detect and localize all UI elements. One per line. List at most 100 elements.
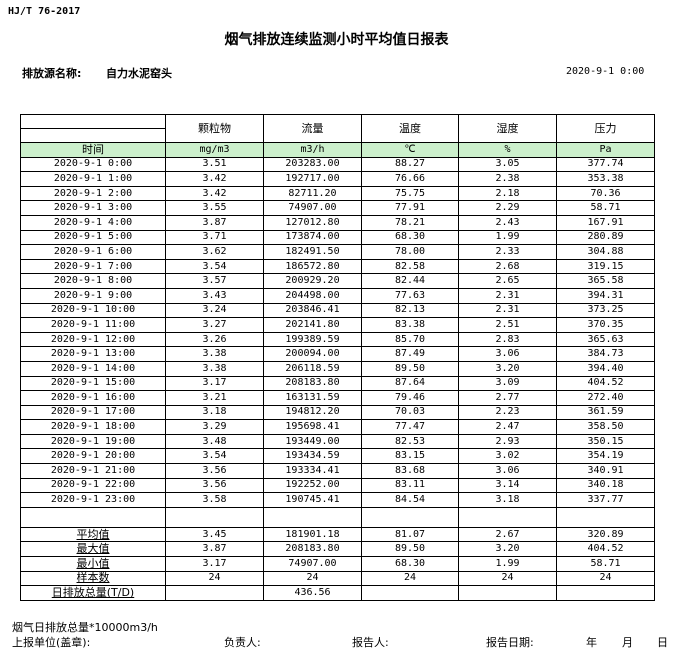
- value-cell: 83.15: [361, 448, 459, 465]
- value-cell: 2.65: [458, 273, 557, 289]
- table-row: 2020-9-1 11:00 3.27 202141.80 83.38 2.51 370.…: [20, 317, 655, 333]
- table-row-label: 2020-9-1 18:00: [20, 419, 166, 435]
- table-row: 2020-9-1 15:00 3.17 208183.80 87.64 3.09 404.…: [20, 375, 655, 392]
- value-cell: 394.31: [556, 287, 655, 304]
- value-cell: 88.27: [361, 156, 459, 173]
- value-cell: 85.70: [361, 331, 459, 348]
- table-row-label: 2020-9-1 19:00: [20, 433, 166, 450]
- value-cell: [165, 585, 264, 601]
- stat-row: 样本数 24 24 24 24 24: [20, 570, 655, 587]
- table-row-label: 2020-9-1 15:00: [20, 375, 166, 392]
- stat-row: 最大值 3.87 208183.80 89.50 3.20 404.52: [20, 541, 655, 558]
- value-cell: 3.21: [165, 390, 264, 406]
- value-cell: 68.30: [361, 556, 459, 572]
- value-cell: 200929.20: [263, 273, 362, 289]
- unit-cell: Pa: [556, 142, 655, 158]
- table-row: 2020-9-1 8:00 3.57 200929.20 82.44 2.65 365.5…: [20, 273, 655, 289]
- value-cell: 337.77: [556, 492, 655, 508]
- value-cell: 84.54: [361, 492, 459, 508]
- table-row: 2020-9-1 10:00 3.24 203846.41 82.13 2.31 373.…: [20, 302, 655, 319]
- value-cell: 3.87: [165, 214, 264, 231]
- value-cell: 24: [556, 570, 655, 587]
- value-cell: 2.31: [458, 287, 557, 304]
- value-cell: 82.53: [361, 433, 459, 450]
- value-cell: 320.89: [556, 526, 655, 543]
- value-cell: 2.31: [458, 302, 557, 319]
- value-cell: 83.68: [361, 463, 459, 479]
- value-cell: 81.07: [361, 526, 459, 543]
- value-cell: 436.56: [263, 585, 362, 601]
- unit-cell: ℃: [361, 142, 459, 158]
- value-cell: 203846.41: [263, 302, 362, 319]
- corner-cell: [20, 114, 166, 143]
- table-row: 2020-9-1 18:00 3.29 195698.41 77.47 2.47 358.…: [20, 419, 655, 435]
- stat-row: 平均值 3.45 181901.18 81.07 2.67 320.89: [20, 526, 655, 543]
- value-cell: 206118.59: [263, 360, 362, 377]
- table-row-label: 2020-9-1 1:00: [20, 171, 166, 187]
- table-row-label: 2020-9-1 17:00: [20, 404, 166, 421]
- value-cell: 2.23: [458, 404, 557, 421]
- table-row-label: 2020-9-1 16:00: [20, 390, 166, 406]
- header-row: 颗粒物 流量 温度 湿度 压力: [20, 114, 655, 143]
- table-row-label: 2020-9-1 21:00: [20, 463, 166, 479]
- value-cell: 195698.41: [263, 419, 362, 435]
- value-cell: [556, 506, 655, 528]
- footnote: 烟气日排放总量*10000m3/h: [12, 621, 158, 634]
- value-cell: 192717.00: [263, 171, 362, 187]
- value-cell: 3.18: [165, 404, 264, 421]
- value-cell: 2.47: [458, 419, 557, 435]
- table-row: 2020-9-1 14:00 3.38 206118.59 89.50 3.20 394.…: [20, 360, 655, 377]
- value-cell: 3.43: [165, 287, 264, 304]
- table-row-label: 2020-9-1 11:00: [20, 317, 166, 333]
- table-row: 2020-9-1 23:00 3.58 190745.41 84.54 3.18 337.…: [20, 492, 655, 508]
- value-cell: 82711.20: [263, 185, 362, 202]
- value-cell: 377.74: [556, 156, 655, 173]
- value-cell: [556, 585, 655, 601]
- value-cell: 2.18: [458, 185, 557, 202]
- value-cell: 167.91: [556, 214, 655, 231]
- table-row-label: 2020-9-1 23:00: [20, 492, 166, 508]
- table-row: 2020-9-1 19:00 3.48 193449.00 82.53 2.93 350.…: [20, 433, 655, 450]
- value-cell: 2.33: [458, 244, 557, 260]
- value-cell: 3.38: [165, 346, 264, 362]
- value-cell: 87.64: [361, 375, 459, 392]
- value-cell: 340.18: [556, 477, 655, 494]
- stat-row-label: 最小值: [20, 556, 166, 572]
- value-cell: 79.46: [361, 390, 459, 406]
- value-cell: 3.20: [458, 541, 557, 558]
- sig-day: 日: [657, 636, 668, 649]
- source-label: 排放源名称:: [22, 67, 82, 80]
- value-cell: 3.17: [165, 556, 264, 572]
- table-row: 2020-9-1 17:00 3.18 194812.20 70.03 2.23 361.…: [20, 404, 655, 421]
- value-cell: 89.50: [361, 541, 459, 558]
- value-cell: 193449.00: [263, 433, 362, 450]
- value-cell: 3.54: [165, 258, 264, 275]
- value-cell: 74907.00: [263, 200, 362, 216]
- table-row: 2020-9-1 22:00 3.56 192252.00 83.11 3.14 340.…: [20, 477, 655, 494]
- value-cell: 354.19: [556, 448, 655, 465]
- table-row-label: 2020-9-1 8:00: [20, 273, 166, 289]
- value-cell: 24: [458, 570, 557, 587]
- value-cell: 204498.00: [263, 287, 362, 304]
- value-cell: 87.49: [361, 346, 459, 362]
- value-cell: 3.06: [458, 346, 557, 362]
- value-cell: 394.40: [556, 360, 655, 377]
- col-header: 温度: [361, 114, 459, 143]
- table-row: 2020-9-1 12:00 3.26 199389.59 85.70 2.83 365.…: [20, 331, 655, 348]
- value-cell: 2.67: [458, 526, 557, 543]
- value-cell: 74907.00: [263, 556, 362, 572]
- stat-row-label: 平均值: [20, 526, 166, 543]
- value-cell: 404.52: [556, 375, 655, 392]
- value-cell: 3.20: [458, 360, 557, 377]
- value-cell: 58.71: [556, 200, 655, 216]
- value-cell: 83.11: [361, 477, 459, 494]
- value-cell: 2.83: [458, 331, 557, 348]
- value-cell: 75.75: [361, 185, 459, 202]
- table-row: 2020-9-1 3:00 3.55 74907.00 77.91 2.29 58.71: [20, 200, 655, 216]
- table-row: 2020-9-1 21:00 3.56 193334.41 83.68 3.06 340.…: [20, 463, 655, 479]
- value-cell: [458, 585, 557, 601]
- stat-row: 最小值 3.17 74907.00 68.30 1.99 58.71: [20, 556, 655, 572]
- value-cell: 202141.80: [263, 317, 362, 333]
- value-cell: 365.63: [556, 331, 655, 348]
- value-cell: 3.42: [165, 185, 264, 202]
